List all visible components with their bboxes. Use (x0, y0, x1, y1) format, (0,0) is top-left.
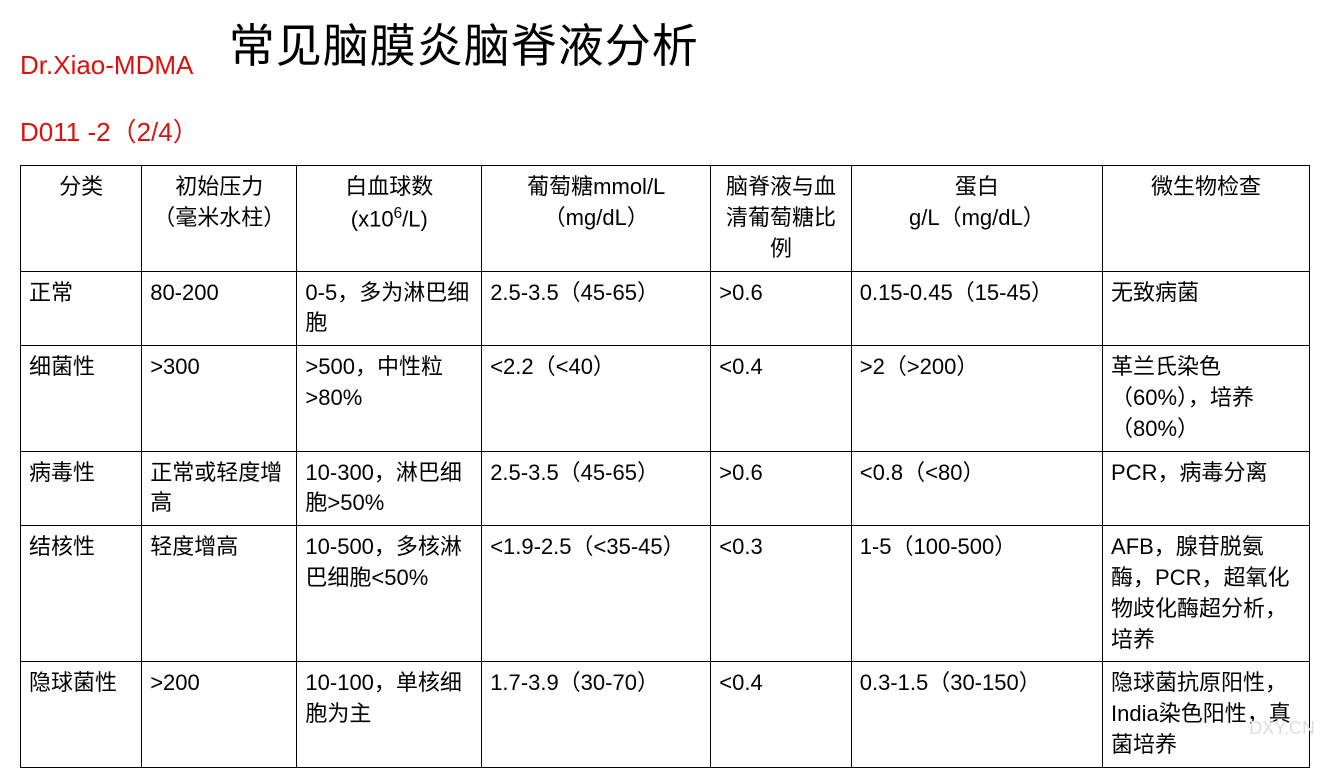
table-cell: 结核性 (21, 526, 142, 662)
table-row: 细菌性>300>500，中性粒>80%<2.2（<40）<0.4>2（>200）… (21, 346, 1310, 451)
table-cell: 10-500，多核淋巴细胞<50% (297, 526, 482, 662)
table-cell: 隐球菌性 (21, 662, 142, 767)
table-cell: 2.5-3.5（45-65） (482, 271, 711, 346)
table-cell: 80-200 (142, 271, 297, 346)
table-cell: >2（>200） (851, 346, 1102, 451)
tag-line1: Dr.Xiao-MDMA (20, 50, 193, 80)
col-wbc: 白血球数(x106/L) (297, 166, 482, 271)
table-cell: <0.8（<80） (851, 451, 1102, 526)
csf-analysis-table: 分类 初始压力（毫米水柱） 白血球数(x106/L) 葡萄糖mmol/L（mg/… (20, 165, 1310, 768)
table-cell: 隐球菌抗原阳性，India染色阳性，真菌培养 (1103, 662, 1310, 767)
table-cell: <0.4 (711, 346, 851, 451)
header: Dr.Xiao-MDMA D011 -2（2/4） 常见脑膜炎脑脊液分析 (20, 10, 1310, 150)
table-cell: <1.9-2.5（<35-45） (482, 526, 711, 662)
col-ratio: 脑脊液与血清葡萄糖比例 (711, 166, 851, 271)
table-body: 正常80-2000-5，多为淋巴细胞2.5-3.5（45-65）>0.60.15… (21, 271, 1310, 767)
col-pressure: 初始压力（毫米水柱） (142, 166, 297, 271)
table-row: 病毒性正常或轻度增高10-300，淋巴细胞>50%2.5-3.5（45-65）>… (21, 451, 1310, 526)
table-cell: >300 (142, 346, 297, 451)
tag-line2: D011 -2（2/4） (20, 117, 199, 147)
table-cell: 细菌性 (21, 346, 142, 451)
table-cell: >500，中性粒>80% (297, 346, 482, 451)
table-cell: 0.3-1.5（30-150） (851, 662, 1102, 767)
table-cell: >0.6 (711, 451, 851, 526)
slide-tag: Dr.Xiao-MDMA D011 -2（2/4） (20, 15, 199, 150)
table-cell: >0.6 (711, 271, 851, 346)
table-header-row: 分类 初始压力（毫米水柱） 白血球数(x106/L) 葡萄糖mmol/L（mg/… (21, 166, 1310, 271)
table-cell: AFB，腺苷脱氨酶，PCR，超氧化物歧化酶超分析，培养 (1103, 526, 1310, 662)
table-cell: 无致病菌 (1103, 271, 1310, 346)
page-title: 常见脑膜炎脑脊液分析 (229, 10, 699, 76)
col-category: 分类 (21, 166, 142, 271)
col-glucose: 葡萄糖mmol/L（mg/dL） (482, 166, 711, 271)
table-cell: <0.4 (711, 662, 851, 767)
table-cell: 10-100，单核细胞为主 (297, 662, 482, 767)
table-cell: PCR，病毒分离 (1103, 451, 1310, 526)
table-cell: 革兰氏染色（60%），培养（80%） (1103, 346, 1310, 451)
table-row: 结核性轻度增高10-500，多核淋巴细胞<50%<1.9-2.5（<35-45）… (21, 526, 1310, 662)
table-cell: 轻度增高 (142, 526, 297, 662)
table-row: 正常80-2000-5，多为淋巴细胞2.5-3.5（45-65）>0.60.15… (21, 271, 1310, 346)
col-protein: 蛋白g/L（mg/dL） (851, 166, 1102, 271)
table-row: 隐球菌性>20010-100，单核细胞为主1.7-3.9（30-70）<0.40… (21, 662, 1310, 767)
table-cell: 2.5-3.5（45-65） (482, 451, 711, 526)
table-cell: 1.7-3.9（30-70） (482, 662, 711, 767)
table-cell: >200 (142, 662, 297, 767)
table-cell: 10-300，淋巴细胞>50% (297, 451, 482, 526)
col-micro: 微生物检查 (1103, 166, 1310, 271)
table-cell: 正常或轻度增高 (142, 451, 297, 526)
table-cell: 1-5（100-500） (851, 526, 1102, 662)
table-cell: 病毒性 (21, 451, 142, 526)
table-cell: 0-5，多为淋巴细胞 (297, 271, 482, 346)
table-cell: <0.3 (711, 526, 851, 662)
table-cell: 正常 (21, 271, 142, 346)
table-cell: 0.15-0.45（15-45） (851, 271, 1102, 346)
table-cell: <2.2（<40） (482, 346, 711, 451)
